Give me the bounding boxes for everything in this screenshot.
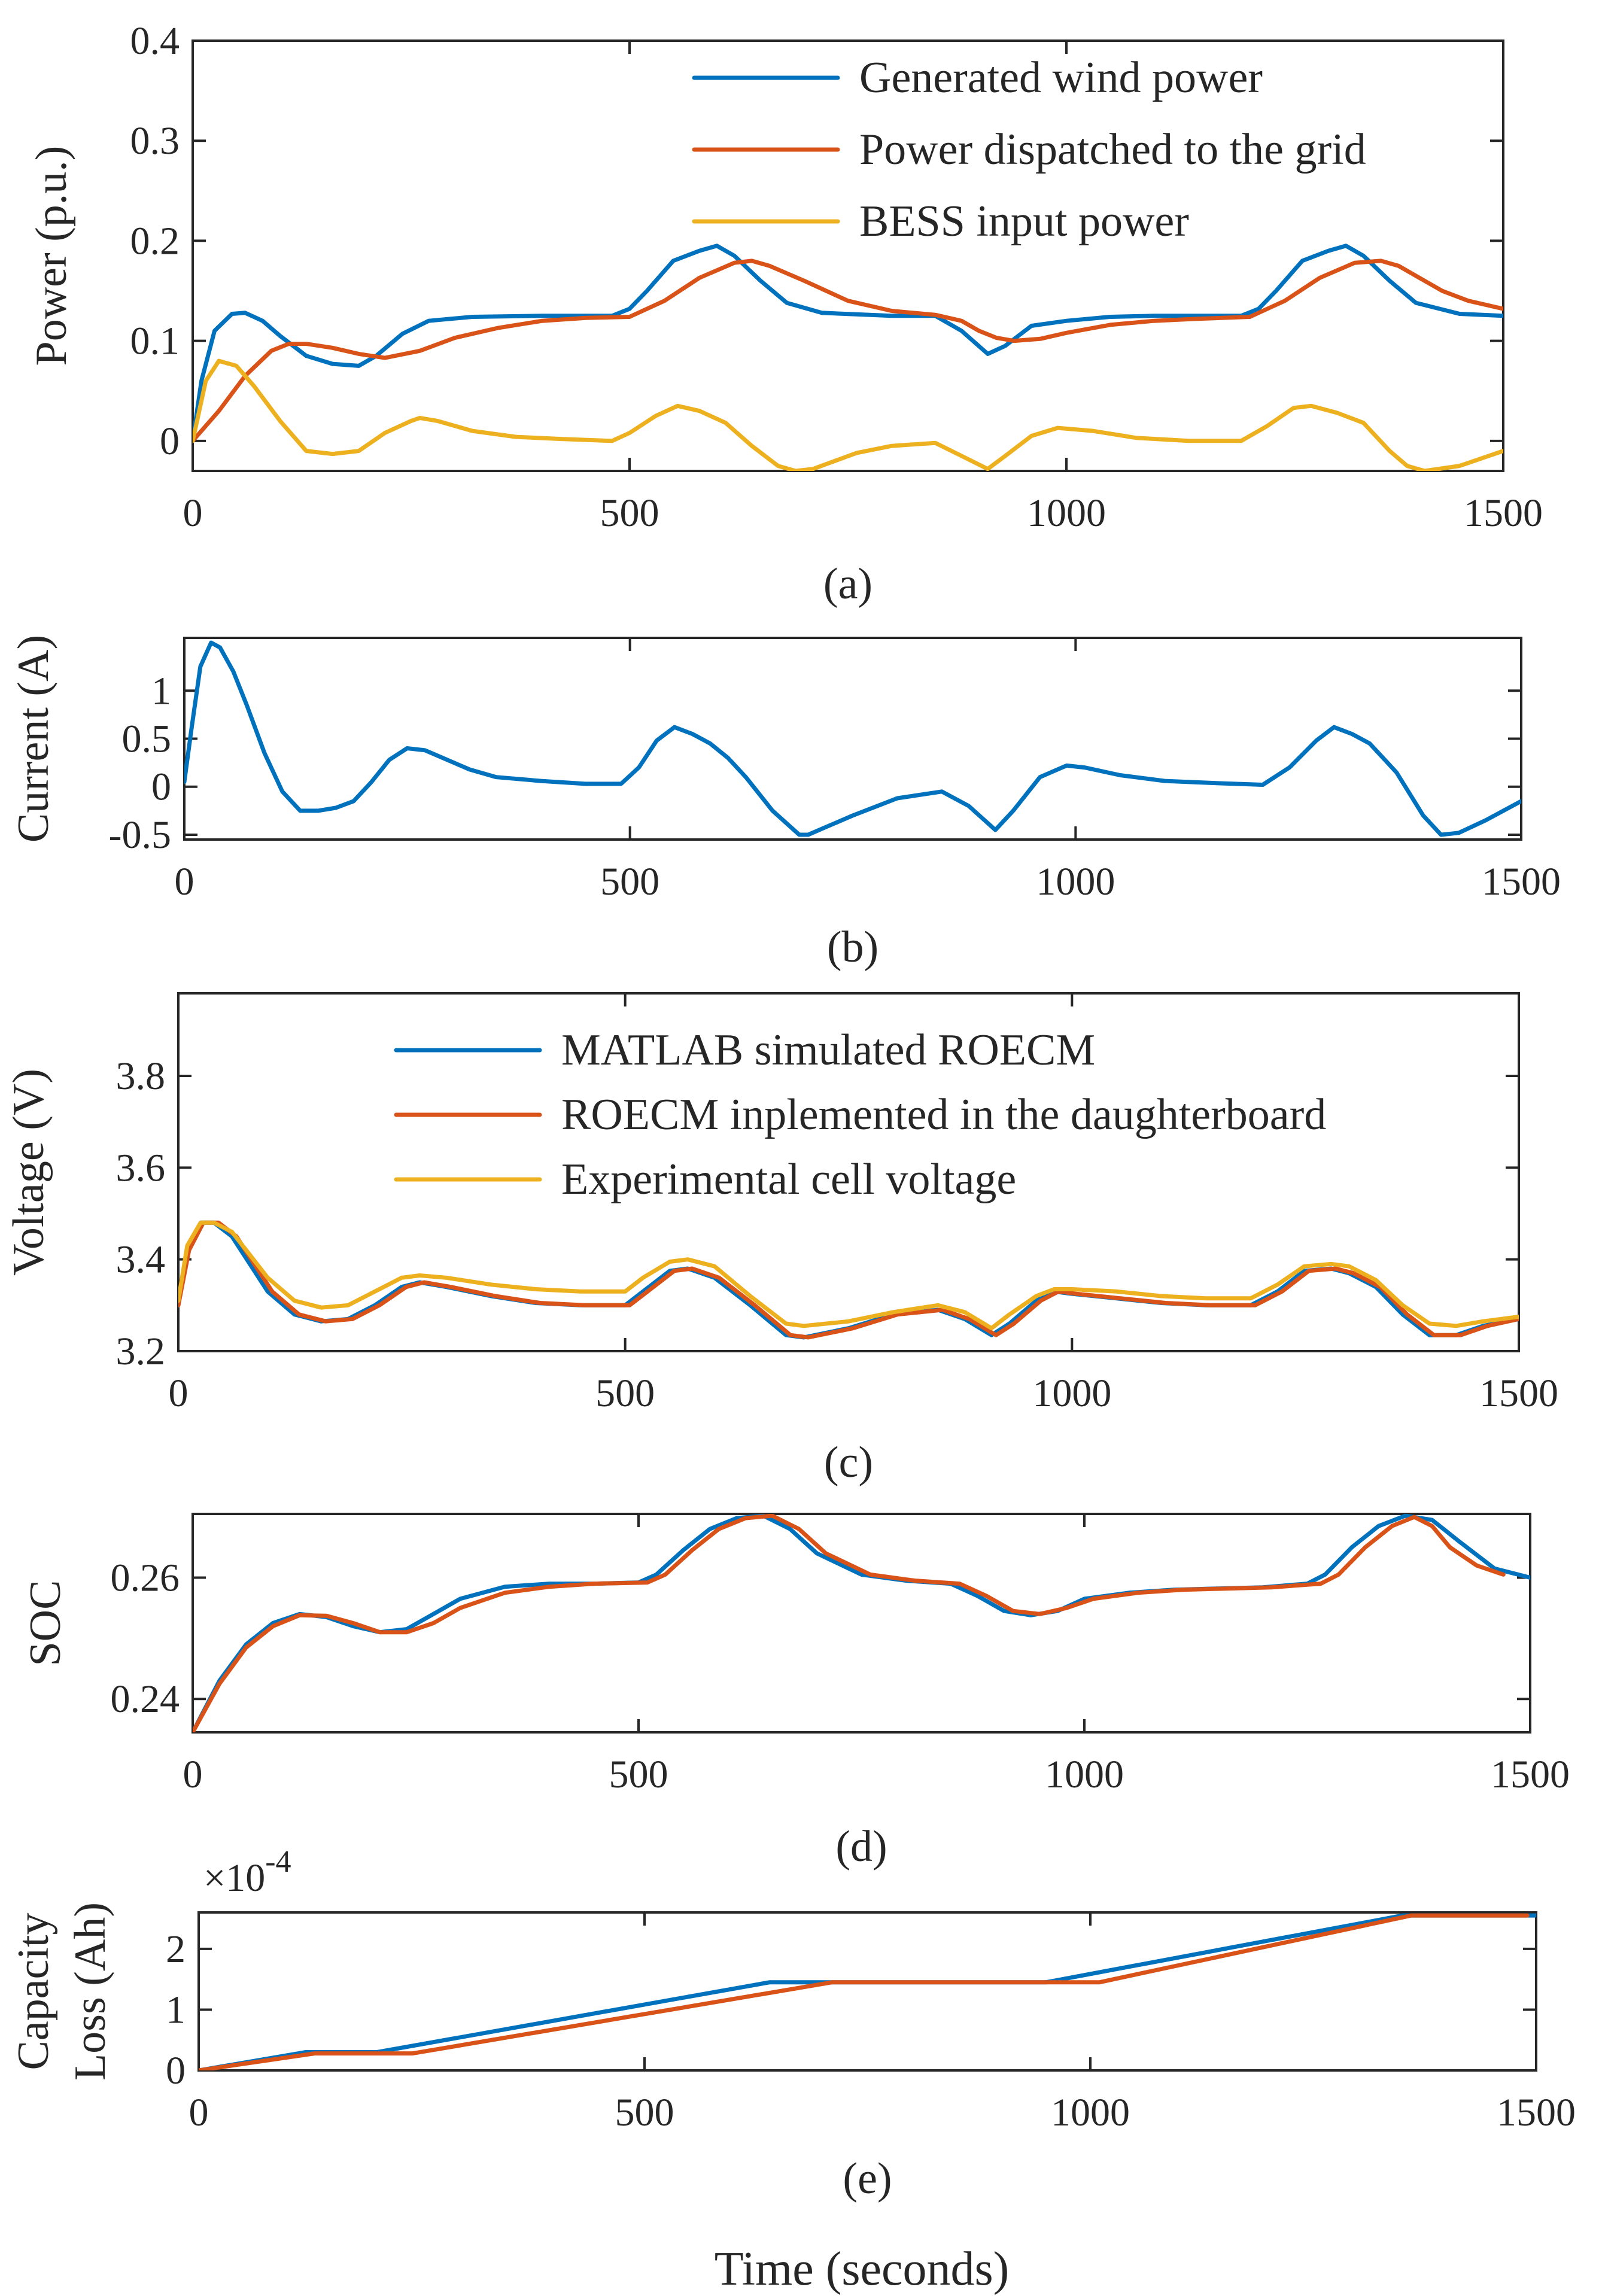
- panel-a: 0 500 1000 1500 0 0.1 0.2 0.3 0.4 Power (p.u.) Gen…: [27, 19, 1543, 609]
- panel-c-ylabel: Voltage (V): [4, 1069, 53, 1276]
- panel-e: 0 500 1000 1500 0 1 2 Capacity Loss (Ah) ×10-4 (e): [9, 1845, 1576, 2203]
- panel-a-legend-entry: BESS input power: [859, 197, 1189, 246]
- panel-c-xtick-label: 0: [169, 1371, 189, 1415]
- panel-c-ytick-label: 3.4: [116, 1238, 166, 1282]
- panel-a-xtick-label: 1000: [1027, 491, 1106, 535]
- panel-d-xtick-label: 1500: [1491, 1753, 1570, 1796]
- panel-a-series-line: [193, 244, 1503, 443]
- panel-d-caption: (d): [835, 1822, 887, 1871]
- panel-b-axes: [183, 637, 1522, 841]
- panel-e-xtick-label: 1000: [1051, 2091, 1130, 2134]
- panel-b-xtick-label: 1500: [1482, 860, 1561, 904]
- panel-a-xtick-label: 1500: [1464, 491, 1543, 535]
- panel-c-series-line: [178, 1220, 1519, 1340]
- panel-a-ylabel: Power (p.u.): [27, 146, 76, 366]
- panel-c-legend-entry: MATLAB simulated ROECM: [561, 1026, 1095, 1075]
- figure-xlabel: Time (seconds): [715, 2243, 1010, 2295]
- panel-b-xtick-label: 0: [175, 860, 194, 904]
- panel-a-legend-entry: Power dispatched to the grid: [859, 125, 1366, 174]
- panel-a-series-line: [193, 259, 1503, 443]
- panel-a-axes: [191, 39, 1504, 472]
- panel-c-ytick-label: 3.2: [116, 1330, 166, 1373]
- panel-a-ytick-label: 0.1: [130, 320, 180, 363]
- panel-b-ytick-label: 0: [151, 765, 171, 809]
- panel-e-series-line: [199, 1913, 1530, 2070]
- panel-e-ylabel: Loss (Ah): [66, 1902, 115, 2081]
- panel-e-xtick-label: 1500: [1497, 2091, 1576, 2134]
- panel-c: 0 500 1000 1500 3.2 3.4 3.6 3.8 Voltage (V) MATLA…: [4, 992, 1558, 1487]
- panel-d-xtick-label: 1000: [1045, 1753, 1124, 1796]
- panel-a-series-line: [193, 358, 1503, 471]
- panel-a-ytick-label: 0.4: [130, 19, 180, 63]
- panel-a-ytick-label: 0.2: [130, 219, 180, 263]
- panel-b-ylabel: Current (A): [9, 635, 58, 843]
- panel-b-xtick-label: 1000: [1036, 860, 1115, 904]
- panel-b-ytick-label: -0.5: [109, 813, 171, 857]
- panel-c-legend-entry: Experimental cell voltage: [561, 1155, 1016, 1204]
- panel-c-legend-entry: ROECM inplemented in the daughterboard: [561, 1090, 1326, 1139]
- panel-a-xtick-label: 0: [183, 491, 203, 535]
- panel-d-ylabel: SOC: [21, 1580, 70, 1666]
- panel-d-ytick-label: 0.24: [111, 1677, 180, 1721]
- panel-c-xtick-label: 1500: [1479, 1371, 1558, 1415]
- panel-e-ytick-label: 0: [166, 2049, 186, 2093]
- panel-e-xtick-label: 500: [615, 2091, 674, 2134]
- panel-e-caption: (e): [843, 2154, 892, 2203]
- panel-e-ylabel: Capacity: [9, 1912, 58, 2070]
- panel-a-ytick-label: 0.3: [130, 119, 180, 163]
- panel-c-xtick-label: 500: [595, 1371, 655, 1415]
- panel-b-xtick-label: 500: [600, 860, 659, 904]
- panel-b-ytick-label: 0.5: [122, 717, 172, 761]
- panel-d-xtick-label: 500: [609, 1753, 668, 1796]
- panel-a-legend-entry: Generated wind power: [859, 53, 1263, 102]
- panel-a-ytick-label: 0: [160, 419, 180, 463]
- panel-b-caption: (b): [827, 923, 878, 972]
- panel-b-ytick-label: 1: [151, 669, 171, 713]
- panel-c-series-line: [178, 1220, 1519, 1331]
- panel-c-caption: (c): [824, 1438, 873, 1487]
- panel-d-xtick-label: 0: [183, 1753, 203, 1796]
- panel-c-ytick-label: 3.8: [116, 1054, 166, 1098]
- panel-d-series-line: [193, 1514, 1506, 1732]
- panel-e-ytick-label: 1: [166, 1988, 186, 2032]
- panel-a-xtick-label: 500: [600, 491, 659, 535]
- panel-a-caption: (a): [823, 559, 873, 609]
- panel-e-exponent-label: ×10-4: [203, 1845, 291, 1900]
- panel-e-ytick-label: 2: [166, 1927, 186, 1971]
- panel-b-series-line: [184, 640, 1521, 837]
- panel-c-xtick-label: 1000: [1032, 1371, 1111, 1415]
- panel-d-axes: [191, 1513, 1531, 1734]
- panel-e-xtick-label: 0: [189, 2091, 209, 2134]
- panel-c-ytick-label: 3.6: [116, 1146, 166, 1190]
- panel-d-ytick-label: 0.26: [111, 1556, 180, 1599]
- panel-d: 0 500 1000 1500 0.24 0.26 SOC (d): [21, 1513, 1570, 1871]
